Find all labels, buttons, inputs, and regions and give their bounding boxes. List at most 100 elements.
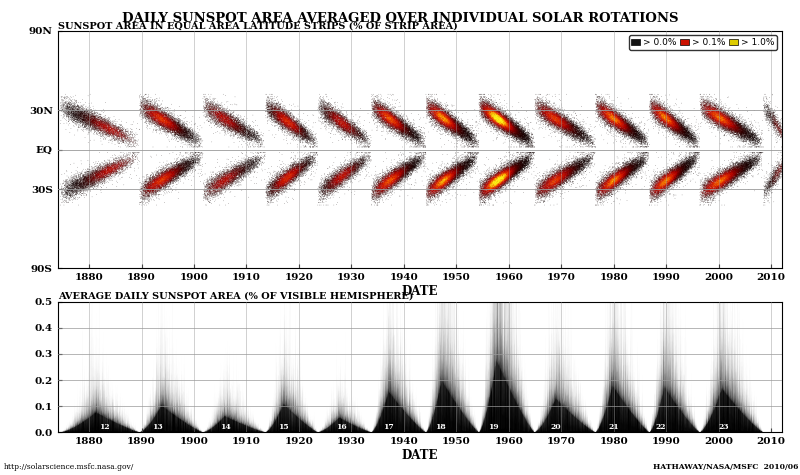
Point <box>670 177 682 184</box>
Point <box>712 109 725 117</box>
Point <box>333 122 346 129</box>
Point <box>346 164 358 172</box>
Point <box>631 164 644 171</box>
Point <box>430 108 442 115</box>
Point <box>381 176 394 184</box>
Point <box>618 119 630 126</box>
Point <box>330 116 343 124</box>
Point <box>488 109 501 117</box>
Point <box>437 106 450 114</box>
Point <box>441 168 454 176</box>
Point <box>450 121 463 128</box>
Point <box>507 122 520 130</box>
Point <box>83 171 96 179</box>
Point <box>542 178 555 186</box>
Point <box>211 112 224 120</box>
Point <box>431 102 444 110</box>
Point <box>347 128 360 135</box>
Point <box>663 118 676 125</box>
Point <box>144 179 157 187</box>
Point <box>90 123 102 131</box>
Point <box>101 178 114 186</box>
Point <box>322 183 335 190</box>
Point <box>307 168 320 175</box>
Point <box>752 150 765 157</box>
Point <box>226 120 239 128</box>
Point <box>445 121 458 128</box>
Point <box>558 124 571 132</box>
Point <box>424 100 437 107</box>
Point <box>650 175 663 182</box>
Point <box>174 169 186 176</box>
Point <box>220 182 233 190</box>
Point <box>493 187 506 194</box>
Point <box>418 149 430 156</box>
Point <box>442 175 455 182</box>
Point <box>656 185 669 193</box>
Point <box>326 178 339 185</box>
Point <box>441 178 454 186</box>
Point <box>230 120 242 128</box>
Point <box>361 135 374 142</box>
Point <box>444 168 457 176</box>
Point <box>503 128 516 136</box>
Point <box>292 128 305 136</box>
Point <box>484 176 497 183</box>
Point <box>708 187 721 195</box>
Point <box>280 184 293 191</box>
Point <box>178 130 191 138</box>
Point <box>373 194 386 202</box>
Point <box>388 171 401 178</box>
Point <box>501 120 514 128</box>
Point <box>646 194 659 202</box>
Point <box>719 179 732 186</box>
Point <box>278 110 291 118</box>
Point <box>651 178 664 185</box>
Point <box>618 125 631 133</box>
Point <box>453 166 466 173</box>
Point <box>491 110 504 117</box>
Point <box>111 132 124 139</box>
Point <box>493 171 506 179</box>
Point <box>243 124 256 132</box>
Point <box>715 111 728 119</box>
Point <box>291 124 304 132</box>
Point <box>285 124 298 131</box>
Point <box>510 133 523 140</box>
Point <box>684 162 697 170</box>
Point <box>673 120 686 127</box>
Point <box>374 189 386 196</box>
Point <box>614 173 626 180</box>
Point <box>161 173 174 180</box>
Point <box>329 175 342 183</box>
Point <box>222 171 235 179</box>
Point <box>434 177 446 184</box>
Point <box>675 130 688 137</box>
Point <box>110 127 123 134</box>
Point <box>606 180 618 188</box>
Point <box>666 175 678 183</box>
Point <box>402 132 415 140</box>
Point <box>485 183 498 191</box>
Point <box>226 173 239 180</box>
Point <box>350 129 362 137</box>
Point <box>597 185 610 192</box>
Point <box>490 180 503 188</box>
Point <box>103 170 116 178</box>
Point <box>144 104 157 112</box>
Point <box>102 121 115 128</box>
Point <box>542 115 554 123</box>
Point <box>488 111 501 119</box>
Point <box>536 181 549 189</box>
Point <box>390 112 402 119</box>
Point <box>328 174 341 182</box>
Point <box>388 164 401 172</box>
Point <box>497 117 510 124</box>
Point <box>488 118 501 125</box>
Point <box>609 175 622 183</box>
Point <box>333 168 346 176</box>
Point <box>657 111 670 118</box>
Point <box>609 115 622 123</box>
Point <box>512 163 525 171</box>
Point <box>444 167 457 174</box>
